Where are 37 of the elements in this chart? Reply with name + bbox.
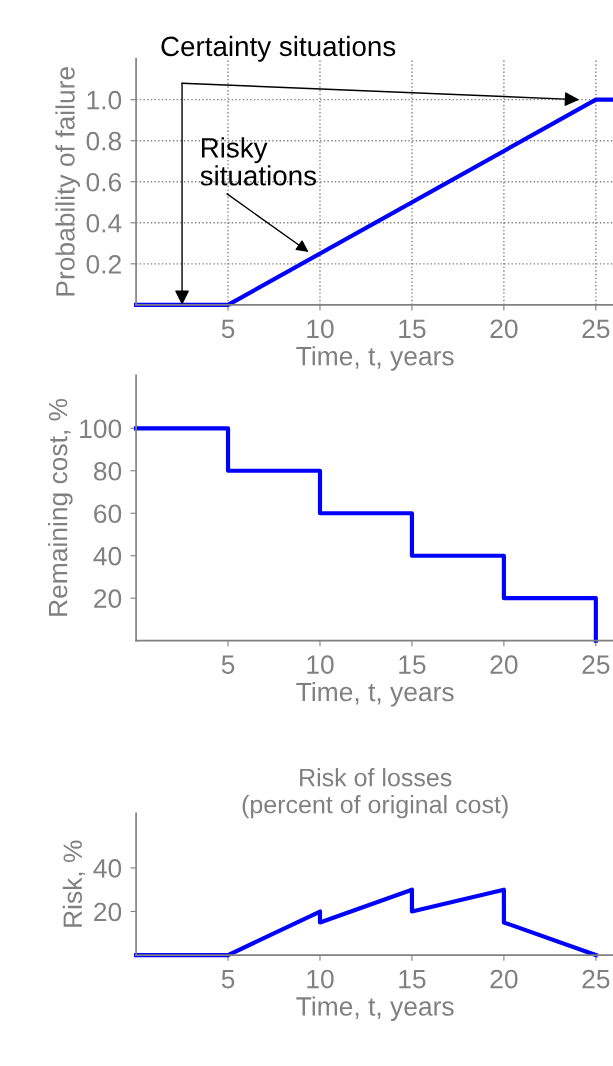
y-tick-label: 0.8 (86, 131, 122, 151)
x-axis-title: Time, t, years (296, 681, 454, 707)
x-tick-label: 20 (490, 655, 518, 674)
x-tick-label: 20 (490, 319, 518, 339)
x-axis-title: Time, t, years (296, 346, 454, 371)
x-tick-label: 10 (307, 319, 334, 339)
y-tick-label: 20 (94, 902, 122, 922)
x-tick-label: 15 (399, 319, 426, 339)
x-tick-label: 10 (307, 655, 334, 674)
y-tick-label: 0.2 (86, 254, 121, 274)
annotation: Risky situations (200, 137, 317, 186)
chart-title: Risk of losses (percent of original cost) (242, 768, 508, 819)
annotation: Certainty situations (161, 35, 396, 62)
x-tick-label: 25 (582, 655, 610, 674)
x-tick-label: 15 (399, 655, 426, 674)
y-tick-label: 0.4 (86, 213, 122, 233)
x-axis-title: Time, t, years (296, 996, 454, 1021)
x-tick-label: 20 (490, 969, 518, 989)
line-series (134, 887, 598, 958)
y-axis-title: Remaining cost, % (48, 398, 73, 616)
y-tick-label: 20 (94, 589, 122, 609)
x-tick-label: 5 (221, 969, 235, 989)
x-tick-label: 5 (221, 319, 235, 339)
y-tick-label: 100 (80, 419, 122, 439)
x-tick-label: 25 (582, 969, 610, 989)
y-tick-label: 80 (93, 461, 122, 481)
y-axis-title: Risk, % (62, 840, 86, 927)
x-tick-label: 15 (399, 969, 426, 989)
y-tick-label: 0.6 (86, 172, 122, 192)
x-tick-label: 25 (582, 319, 610, 339)
y-tick-label: 40 (93, 859, 122, 878)
x-tick-label: 5 (221, 655, 235, 674)
y-axis-title: Probability of failure (55, 67, 80, 296)
y-tick-label: 60 (94, 504, 122, 524)
y-tick-label: 40 (93, 546, 122, 566)
y-tick-label: 1.0 (87, 90, 122, 110)
x-tick-label: 10 (307, 969, 334, 989)
